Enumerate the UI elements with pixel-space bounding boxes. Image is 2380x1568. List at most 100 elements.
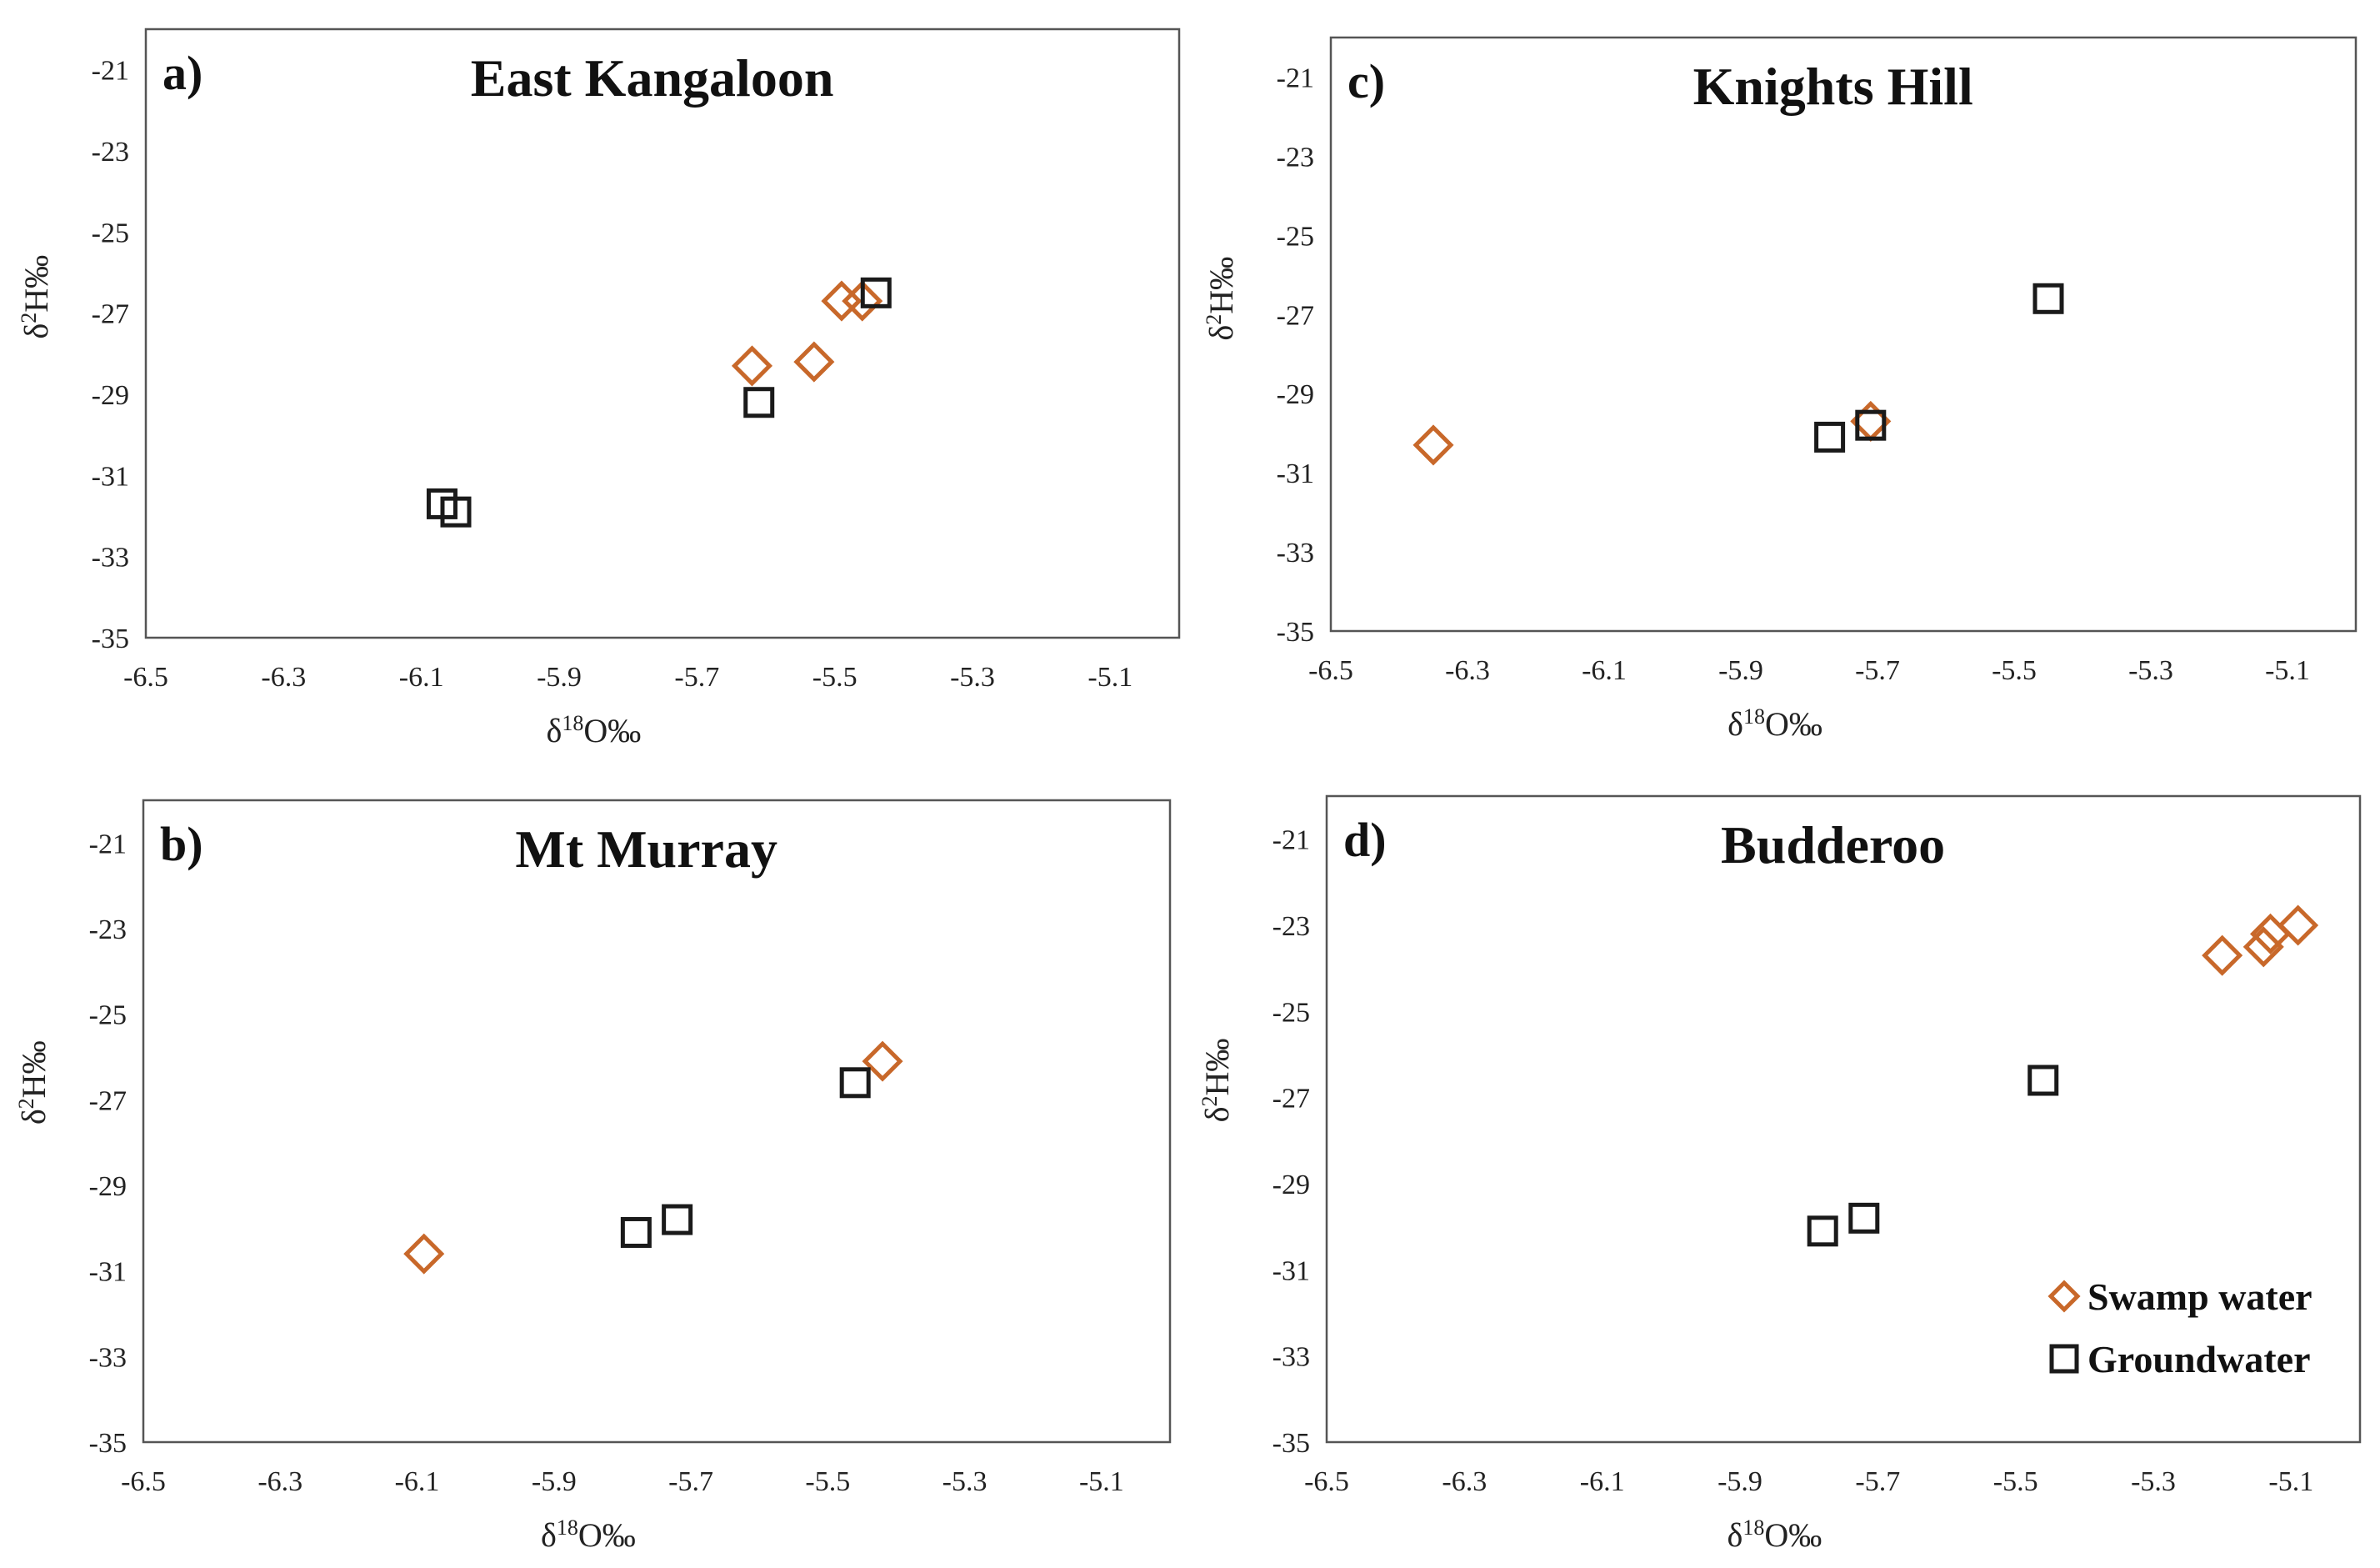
x-tick-label: -6.5	[1308, 655, 1353, 686]
x-axis-title: δ18O‰	[1727, 1515, 1822, 1555]
panel-d: -21 -23 -25 -27 -29 -31 -33 -35 -6.5 -6.3 -6.1 -5.9…	[1198, 794, 2362, 1555]
y-tick-label: -31	[1277, 458, 1314, 489]
x-tick-label: -5.3	[942, 1466, 988, 1497]
x-tick-label: -5.5	[812, 662, 858, 693]
y-tick-label: -29	[1277, 379, 1314, 410]
x-tick-label: -6.5	[123, 662, 168, 693]
x-tick-label: -5.9	[1718, 1466, 1762, 1497]
groundwater-point	[743, 387, 775, 418]
swamp-water-point	[731, 345, 773, 387]
swamp-water-point	[862, 1040, 903, 1082]
x-tick-label: -6.3	[1442, 1466, 1487, 1497]
x-tick-label: -6.1	[395, 1466, 440, 1497]
x-tick-label: -5.7	[674, 662, 719, 693]
swamp-water-point	[2242, 926, 2284, 968]
y-tick-label: -21	[92, 56, 129, 87]
y-tick-label: -21	[89, 829, 127, 859]
y-tick-label: -23	[89, 914, 127, 945]
y-tick-label: -35	[1272, 1428, 1310, 1459]
x-tick-label: -5.9	[532, 1466, 577, 1497]
panel-label: b)	[160, 817, 203, 871]
panel-c: -21 -23 -25 -27 -29 -31 -33 -35 -6.5 -6.3 -6.1 -5.9…	[1202, 36, 2358, 744]
panel-b: -21 -23 -25 -27 -29 -31 -33 -35 -6.5 -6.3 -6.1 -5.9…	[14, 799, 1172, 1555]
y-tick-label: -33	[1277, 538, 1314, 569]
x-tick-label: -6.1	[1580, 1466, 1625, 1497]
y-tick-label: -31	[1272, 1255, 1310, 1286]
y-tick-label: -33	[92, 543, 129, 574]
y-tick-label: -27	[92, 299, 129, 330]
y-tick-label: -27	[1272, 1084, 1310, 1115]
groundwater-point	[1848, 1202, 1880, 1234]
groundwater-point	[2032, 283, 2064, 314]
y-axis-title: δ2H‰	[17, 255, 56, 339]
swamp-water-point	[403, 1233, 445, 1275]
swamp-water-point	[1412, 424, 1454, 466]
y-axis-title: δ2H‰	[1202, 257, 1241, 341]
x-tick-label: -5.1	[2268, 1466, 2313, 1497]
square-icon	[2049, 1344, 2079, 1374]
y-tick-label: -33	[1272, 1342, 1310, 1373]
x-axis-title: δ18O‰	[541, 1515, 636, 1555]
groundwater-point	[620, 1216, 652, 1248]
groundwater-point	[1814, 421, 1846, 453]
x-tick-label: -5.7	[668, 1466, 713, 1497]
x-tick-label: -5.3	[950, 662, 995, 693]
groundwater-point	[860, 277, 892, 308]
panel-label: c)	[1348, 54, 1385, 108]
x-tick-label: -6.3	[1445, 655, 1490, 686]
panel-title: East Kangaloon	[471, 48, 834, 108]
x-tick-label: -5.1	[1088, 662, 1132, 693]
y-tick-label: -27	[89, 1085, 127, 1116]
y-tick-label: -25	[92, 218, 129, 248]
y-tick-label: -21	[1272, 825, 1310, 856]
x-tick-label: -5.9	[1718, 655, 1763, 686]
x-tick-label: -5.3	[2131, 1466, 2176, 1497]
x-tick-label: -5.5	[805, 1466, 850, 1497]
x-tick-label: -6.1	[1582, 655, 1627, 686]
x-tick-label: -6.3	[261, 662, 306, 693]
diamond-icon	[2048, 1280, 2081, 1313]
x-axis-title: δ18O‰	[1728, 704, 1822, 744]
legend-groundwater-label: Groundwater	[2088, 1338, 2311, 1380]
groundwater-point	[662, 1204, 693, 1235]
y-tick-label: -35	[89, 1428, 127, 1459]
panel-label: d)	[1343, 813, 1387, 867]
y-tick-label: -23	[92, 137, 129, 168]
x-tick-label: -6.3	[258, 1466, 302, 1497]
x-tick-label: -5.7	[1855, 655, 1900, 686]
x-tick-label: -5.1	[2265, 655, 2310, 686]
swamp-water-point	[793, 341, 835, 383]
x-axis-title: δ18O‰	[546, 711, 641, 750]
x-tick-label: -5.5	[1992, 655, 2037, 686]
y-tick-label: -29	[92, 380, 129, 411]
y-tick-label: -29	[89, 1171, 127, 1202]
groundwater-point	[1855, 409, 1887, 441]
swamp-water-point	[2278, 904, 2319, 946]
y-tick-label: -21	[1277, 63, 1314, 93]
y-axis-title: δ2H‰	[14, 1040, 53, 1125]
y-tick-label: -25	[1272, 997, 1310, 1028]
y-tick-label: -31	[89, 1257, 127, 1288]
y-tick-label: -33	[89, 1342, 127, 1373]
plot-frame	[142, 799, 1172, 1444]
groundwater-point	[2028, 1065, 2059, 1096]
panel-label: a)	[162, 46, 202, 100]
y-tick-label: -27	[1277, 300, 1314, 331]
x-tick-label: -5.9	[537, 662, 582, 693]
x-tick-label: -5.5	[1993, 1466, 2038, 1497]
groundwater-point	[839, 1067, 871, 1099]
y-tick-label: -29	[1272, 1170, 1310, 1200]
y-tick-label: -25	[1277, 221, 1314, 252]
panel-a: -21 -23 -25 -27 -29 -31 -33 -35 -6.5 -6.3 -6.1 -5.9…	[17, 28, 1181, 750]
x-tick-label: -6.1	[399, 662, 444, 693]
y-tick-label: -31	[92, 461, 129, 492]
panel-title: Knights Hill	[1693, 57, 1973, 116]
y-tick-label: -25	[89, 1000, 127, 1031]
x-tick-label: -5.3	[2128, 655, 2173, 686]
panel-title: Budderoo	[1721, 815, 1945, 874]
legend-swamp-label: Swamp water	[2088, 1275, 2312, 1318]
y-tick-label: -35	[1277, 617, 1314, 648]
chart-panels: -21 -23 -25 -27 -29 -31 -33 -35 -6.5 -6.3 -6.1 -5.9…	[14, 28, 2362, 1555]
groundwater-point	[440, 496, 472, 528]
